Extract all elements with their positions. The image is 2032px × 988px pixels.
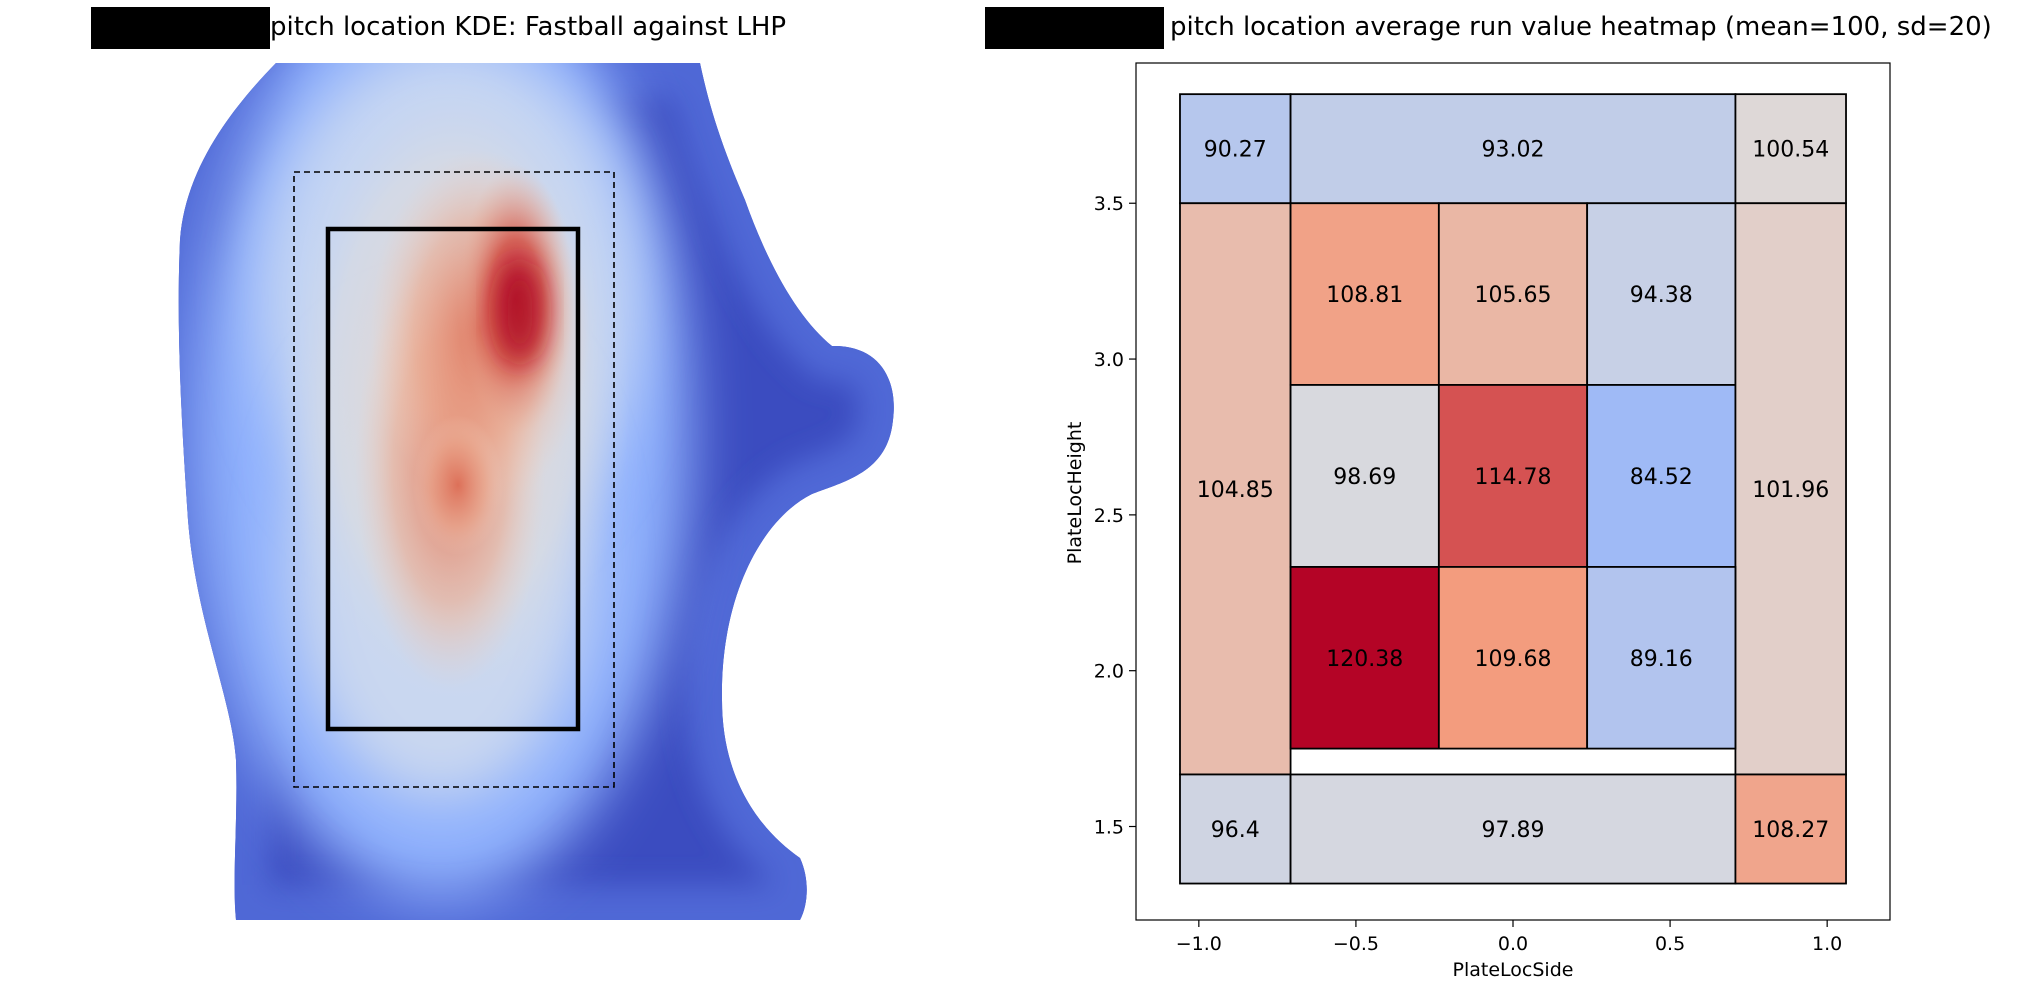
heatmap-cell-value-label: 101.96 <box>1752 478 1829 503</box>
heatmap-cell-value-label: 100.54 <box>1752 138 1829 163</box>
heatmap-cell-zone-2 <box>1437 202 1589 386</box>
strike-zone-box <box>325 226 581 732</box>
x-tick-label: 0.5 <box>1655 933 1685 955</box>
y-axis-ticks: 1.5 2.0 2.5 3.0 3.5 <box>1094 193 1136 839</box>
heatmap-cell-value-label: 84.52 <box>1630 465 1693 490</box>
x-tick-label: 0.0 <box>1498 933 1528 955</box>
heatmap-cell-value-label: 108.27 <box>1752 818 1829 843</box>
heatmap-cell-zone-9 <box>1586 566 1737 750</box>
heatmap-cell-zone-3 <box>1586 202 1737 386</box>
kde-density-surface <box>178 63 894 920</box>
heatmap-cell-value-label: 93.02 <box>1482 138 1545 163</box>
heatmap-cell-value-label: 105.65 <box>1475 283 1552 308</box>
kde-panel: pitch location KDE: Fastball against LHP <box>91 7 894 920</box>
heatmap-cell-value-label: 109.68 <box>1475 647 1552 672</box>
kde-title-redaction <box>91 7 270 49</box>
heatmap-cell-value-label: 114.78 <box>1475 465 1552 490</box>
heatmap-cells <box>1179 93 1847 885</box>
heatmap-cell-zone-right <box>1734 202 1847 776</box>
heatmap-panel: pitch location average run value heatmap… <box>985 7 1992 981</box>
heatmap-cell-zone-6 <box>1586 384 1737 568</box>
heatmap-cell-value-label: 90.27 <box>1204 138 1267 163</box>
heatmap-cell-zone-4 <box>1289 384 1440 568</box>
heatmap-cell-zone-7 <box>1289 566 1440 750</box>
heatmap-title: pitch location average run value heatmap… <box>1170 12 1992 42</box>
y-tick-label: 2.0 <box>1094 661 1124 683</box>
heatmap-cell-labels: 90.27 93.02 100.54 104.85 108.81 105.65 94.38 9… <box>1197 138 1829 843</box>
kde-title: pitch location KDE: Fastball against LHP <box>270 12 786 42</box>
y-axis-label: PlateLocHeight <box>1064 422 1086 565</box>
heatmap-cell-value-label: 96.4 <box>1211 818 1260 843</box>
heatmap-cell-value-label: 120.38 <box>1326 647 1403 672</box>
heatmap-cell-zone-top <box>1289 93 1737 205</box>
heatmap-title-redaction <box>985 7 1164 49</box>
heatmap-cell-value-label: 104.85 <box>1197 478 1274 503</box>
y-tick-label: 3.0 <box>1094 349 1124 371</box>
heatmap-cell-zone-1 <box>1289 202 1440 386</box>
heatmap-cell-zone-14 <box>1734 773 1847 885</box>
x-axis-label: PlateLocSide <box>1453 959 1574 981</box>
y-tick-label: 3.5 <box>1094 193 1124 215</box>
heatmap-cell-value-label: 97.89 <box>1482 818 1545 843</box>
x-tick-label: −1.0 <box>1176 933 1222 955</box>
heatmap-cell-value-label: 98.69 <box>1333 465 1396 490</box>
shadow-zone-box <box>293 171 615 788</box>
y-tick-label: 1.5 <box>1094 817 1124 839</box>
y-tick-label: 2.5 <box>1094 505 1124 527</box>
x-tick-label: 1.0 <box>1812 933 1842 955</box>
heatmap-cell-value-label: 108.81 <box>1326 283 1403 308</box>
heatmap-cell-zone-12 <box>1734 93 1847 205</box>
x-tick-label: −0.5 <box>1333 933 1379 955</box>
heatmap-cell-zone-13 <box>1179 773 1292 885</box>
heatmap-cell-zone-11 <box>1179 93 1292 205</box>
heatmap-cell-value-label: 89.16 <box>1630 647 1693 672</box>
heatmap-cell-zone-bottom <box>1289 773 1737 885</box>
heatmap-cell-value-label: 94.38 <box>1630 283 1693 308</box>
x-axis-ticks: −1.0 −0.5 0.0 0.5 1.0 <box>1176 920 1842 955</box>
